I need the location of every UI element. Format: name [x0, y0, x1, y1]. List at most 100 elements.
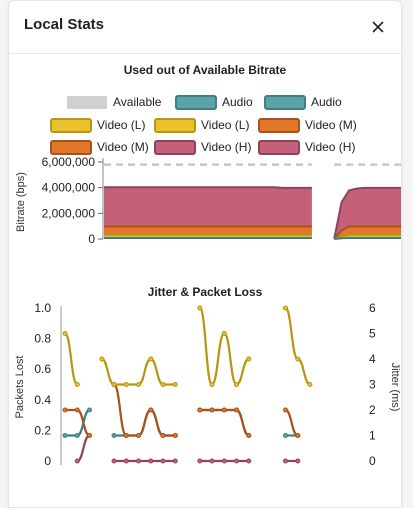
data-point-video_m	[123, 433, 129, 438]
data-point-video_h	[234, 458, 239, 464]
data-point-audio	[87, 407, 92, 413]
legend-label: Audio	[222, 95, 253, 109]
data-point-video_l	[172, 382, 178, 387]
data-point-video_h	[246, 458, 252, 464]
charts-container: Used out of Available Bitrate Available A…	[9, 54, 401, 507]
data-point-audio	[74, 433, 80, 438]
left-y-tick-label: 0	[44, 454, 51, 468]
legend-item[interactable]: Available	[67, 95, 162, 109]
data-point-video_l	[136, 382, 141, 387]
jitter-left-axis-label: Packets Lost	[14, 356, 26, 419]
data-point-video_h	[148, 458, 154, 464]
area-video_m	[334, 226, 401, 239]
legend-swatch	[67, 96, 107, 109]
legend-label: Available	[113, 95, 162, 109]
data-point-video_h	[160, 458, 166, 464]
series-line-video_h	[76, 434, 91, 463]
data-point-audio	[62, 433, 68, 438]
data-point-audio	[283, 433, 288, 438]
legend-swatch	[258, 118, 300, 133]
legend-swatch	[154, 118, 196, 133]
data-point-video_m	[295, 433, 301, 438]
data-point-video_m	[246, 433, 252, 438]
data-point-video_m	[148, 407, 154, 413]
bitrate-chart-title: Used out of Available Bitrate	[124, 63, 287, 77]
series-line-video_m	[284, 408, 299, 437]
data-point-video_l	[283, 305, 288, 311]
line-video_h	[104, 186, 312, 189]
data-point-video_l	[99, 356, 105, 362]
data-point-video_m	[221, 407, 227, 413]
data-point-video_m	[209, 407, 215, 413]
series-line-video_m	[199, 408, 250, 437]
legend-item[interactable]: Video (H)	[258, 140, 355, 155]
legend-swatch	[154, 140, 196, 155]
data-point-video_h	[111, 458, 117, 464]
legend-label: Video (L)	[97, 118, 145, 132]
data-point-video_m	[283, 407, 288, 413]
right-y-tick-label: 4	[369, 352, 376, 366]
data-point-video_l	[209, 382, 215, 387]
y-tick-label: 0	[88, 232, 95, 246]
legend-item[interactable]: Video (M)	[50, 140, 149, 155]
data-point-video_m	[172, 433, 178, 438]
area-video_h	[104, 187, 312, 227]
right-y-tick-label: 3	[369, 378, 376, 392]
legend-label: Video (L)	[201, 118, 249, 132]
right-y-tick-label: 5	[369, 327, 376, 341]
series-line-video_l	[63, 332, 79, 386]
y-tick-label: 2,000,000	[42, 206, 96, 220]
data-point-video_m	[160, 433, 166, 438]
line-audio	[334, 237, 401, 240]
data-point-video_l	[221, 331, 227, 336]
data-point-video_l	[111, 382, 117, 387]
bitrate-y-axis-label: Bitrate (bps)	[15, 172, 27, 232]
legend-swatch	[50, 118, 92, 133]
legend-label: Video (H)	[201, 140, 251, 154]
legend-label: Video (H)	[305, 140, 355, 154]
legend-item[interactable]: Video (L)	[50, 118, 145, 133]
data-point-video_h	[136, 458, 141, 464]
legend-swatch	[264, 95, 306, 110]
left-y-tick-label: 0.2	[34, 423, 51, 437]
bitrate-legend: Available Audio Audio Video (L) Video (L) Vid…	[50, 95, 357, 155]
legend-swatch	[50, 140, 92, 155]
close-button[interactable]	[365, 14, 391, 40]
data-point-video_l	[246, 356, 252, 362]
data-point-video_l	[307, 382, 313, 387]
legend-swatch	[175, 95, 217, 110]
data-point-video_h	[172, 458, 178, 464]
right-y-tick-label: 0	[369, 454, 376, 468]
data-point-video_h	[221, 458, 227, 464]
legend-item[interactable]: Audio	[264, 95, 342, 110]
local-stats-dialog: Local Stats Used out of Available Bitrat…	[8, 0, 402, 508]
close-icon[interactable]	[365, 14, 391, 40]
legend-item[interactable]: Video (H)	[154, 140, 251, 155]
legend-item[interactable]: Video (L)	[154, 118, 249, 133]
y-tick-label: 4,000,000	[42, 181, 96, 195]
data-point-video_l	[123, 382, 129, 387]
data-point-video_m	[234, 407, 239, 413]
left-y-tick-label: 1.0	[34, 301, 51, 315]
line-video_m	[333, 225, 401, 240]
legend-label: Video (M)	[97, 140, 149, 154]
data-point-video_m	[62, 407, 68, 413]
jitter-right-axis-label: Jitter (ms)	[389, 363, 401, 412]
data-point-video_m	[87, 433, 92, 438]
series-line-audio	[199, 408, 250, 437]
data-point-video_l	[234, 382, 239, 387]
left-y-tick-label: 0.8	[34, 332, 51, 346]
jitter-plot	[62, 305, 313, 464]
dialog-header: Local Stats	[9, 1, 401, 54]
data-point-video_l	[148, 356, 154, 362]
legend-item[interactable]: Audio	[175, 95, 253, 110]
series-line-video_m	[112, 383, 176, 437]
left-y-tick-label: 0.4	[34, 393, 51, 407]
data-point-video_h	[123, 458, 129, 464]
legend-item[interactable]: Video (M)	[258, 118, 357, 133]
data-point-video_l	[295, 356, 301, 362]
line-video_l	[333, 233, 401, 240]
dialog-title: Local Stats	[24, 16, 105, 33]
legend-label: Audio	[311, 95, 342, 109]
data-point-video_h	[197, 458, 203, 464]
